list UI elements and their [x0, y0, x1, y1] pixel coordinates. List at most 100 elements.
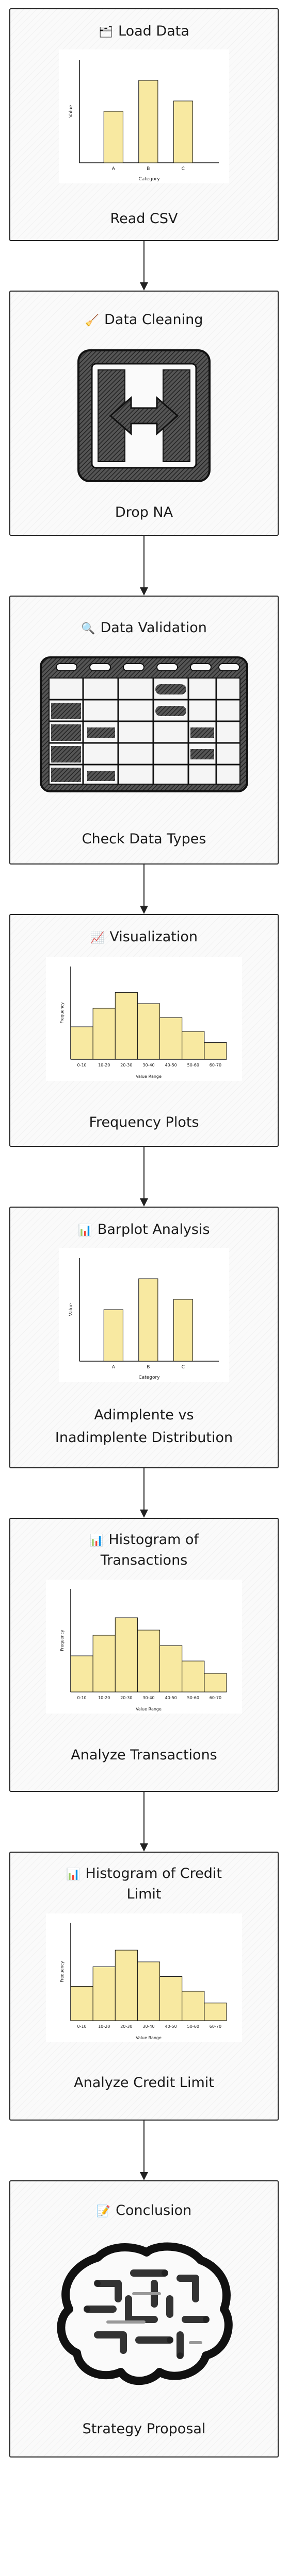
step-barplot-analysis: 📊 Barplot Analysis A B C Category Value Adimp…: [9, 1207, 279, 1468]
step-visualization: 📈 Visualization 0-10 10-20 20-30 30-40 40-50 5…: [9, 914, 279, 1147]
chart-bar: [138, 1278, 158, 1362]
x-tick-label: 0-10: [77, 1696, 86, 1700]
chart-bar: [159, 1976, 183, 2021]
bar-chart-thumbnail: A B C Category Value: [59, 1248, 229, 1382]
step-title: 🔍 Data Validation: [10, 619, 278, 638]
step-title-text: Conclusion: [116, 2202, 192, 2218]
chart-bar: [159, 1645, 183, 1692]
chart-bar: [103, 111, 123, 163]
step-title-text: Visualization: [109, 929, 198, 945]
x-tick-label: 40-50: [165, 2024, 177, 2029]
chart-bar: [92, 1635, 116, 1692]
step-label: Drop NA: [115, 504, 173, 520]
bar-chart-icon: 📊: [66, 1868, 81, 1881]
step-label: Analyze Transactions: [71, 1747, 217, 1763]
step-title: 📈 Visualization: [10, 928, 278, 947]
x-tick-label: 30-40: [142, 2024, 154, 2029]
step-histogram-transactions: 📊 Histogram of Transactions 0-10 10-20 20-3…: [9, 1518, 279, 1792]
x-tick-label: 60-70: [210, 1063, 221, 1067]
y-axis-label: Frequency: [60, 1002, 65, 1024]
step-load-data: 🗂 Load Data A B C Category Value Read CSV: [9, 8, 279, 241]
step-title-text: Load Data: [118, 23, 189, 39]
chart-bar: [70, 1026, 93, 1060]
y-axis-label: Value: [69, 105, 74, 117]
x-tick-label: 0-10: [77, 2024, 86, 2029]
bar-chart-thumbnail: A B C Category Value: [59, 49, 229, 183]
chart-bar: [115, 992, 138, 1060]
chart-bar: [137, 1961, 160, 2021]
chart-bar: [137, 1003, 160, 1060]
x-tick-label: C: [182, 166, 185, 172]
x-axis-label: Value Range: [136, 1074, 162, 1079]
x-tick-label: 40-50: [165, 1696, 177, 1700]
histogram-thumbnail: 0-10 10-20 20-30 30-40 40-50 50-60 60-70 Value …: [46, 957, 242, 1081]
x-tick-label: 60-70: [210, 2024, 221, 2029]
histogram-thumbnail: 0-10 10-20 20-30 30-40 40-50 50-60 60-70 Value …: [46, 1580, 242, 1714]
x-axis-label: Category: [138, 177, 160, 182]
chart-bar: [204, 2003, 227, 2021]
step-title-line2: Limit: [126, 1886, 162, 1902]
step-title: 🗂 Load Data: [10, 23, 278, 41]
step-label-line1: Adimplente vs: [94, 1407, 194, 1423]
x-axis-label: Value Range: [136, 1707, 162, 1711]
broom-icon: 🧹: [85, 314, 99, 327]
chart-bar: [173, 1299, 193, 1362]
step-title-line1: 📊 Histogram of: [10, 1531, 278, 1550]
x-tick-label: 10-20: [98, 2024, 110, 2029]
x-tick-label: 10-20: [98, 1063, 110, 1067]
step-title-line2: Transactions: [100, 1552, 188, 1568]
line-chart-icon: 📈: [90, 931, 105, 944]
x-tick-label: 40-50: [165, 1063, 177, 1067]
step-label: Frequency Plots: [89, 1114, 199, 1130]
step-title: 📊 Barplot Analysis: [10, 1221, 278, 1240]
x-tick-label: 60-70: [210, 1696, 221, 1700]
chart-bar: [182, 1660, 205, 1692]
x-tick-label: 30-40: [142, 1696, 154, 1700]
chart-bar: [182, 1031, 205, 1060]
chart-bar: [204, 1042, 227, 1060]
x-tick-label: 50-60: [187, 2024, 199, 2029]
x-tick-label: 20-30: [120, 1063, 132, 1067]
y-axis-label: Frequency: [60, 1961, 65, 1982]
x-tick-label: 20-30: [120, 2024, 132, 2029]
step-label: Read CSV: [110, 211, 178, 227]
chart-bar: [115, 1950, 138, 2021]
histogram-thumbnail: 0-10 10-20 20-30 30-40 40-50 50-60 60-70 Value …: [46, 1913, 242, 2042]
x-tick-label: 50-60: [187, 1696, 199, 1700]
step-title-text: Data Validation: [100, 620, 207, 636]
bar-chart-icon: 📊: [78, 1224, 92, 1237]
chart-bar: [92, 1008, 116, 1060]
x-axis-label: Value Range: [136, 2036, 162, 2040]
step-label: Strategy Proposal: [82, 2421, 206, 2437]
chart-bar: [103, 1309, 123, 1362]
x-tick-label: 20-30: [120, 1696, 132, 1700]
data-table-illustration: [36, 652, 252, 796]
y-axis-label: Value: [69, 1303, 74, 1316]
chart-bar: [204, 1673, 227, 1692]
step-title: 📝 Conclusion: [10, 2202, 278, 2221]
x-tick-label: B: [147, 1365, 150, 1370]
step-title-text: Histogram of Credit: [85, 1866, 222, 1882]
chart-bar: [115, 1617, 138, 1692]
step-label-line2: Inadimplente Distribution: [55, 1430, 233, 1446]
step-data-cleaning: 🧹 Data Cleaning Drop NA: [9, 291, 279, 536]
chart-bar: [137, 1630, 160, 1692]
step-data-validation: 🔍 Data Validation: [9, 596, 279, 865]
chart-bar: [70, 1986, 93, 2021]
chart-bar: [159, 1017, 183, 1060]
x-tick-label: A: [112, 1365, 116, 1370]
step-title-text: Barplot Analysis: [97, 1222, 210, 1238]
magnifier-icon: 🔍: [81, 622, 95, 635]
chart-bar: [92, 1967, 116, 2021]
memo-icon: 📝: [96, 2205, 111, 2218]
step-title-text: Histogram of: [108, 1532, 199, 1548]
step-title-line1: 📊 Histogram of Credit: [10, 1865, 278, 1884]
x-tick-label: C: [182, 1365, 185, 1370]
step-label: Analyze Credit Limit: [74, 2075, 214, 2091]
x-axis-label: Category: [138, 1375, 160, 1380]
step-histogram-credit-limit: 📊 Histogram of Credit Limit 0-10 10-20 20-3…: [9, 1852, 279, 2121]
chart-bar: [70, 1655, 93, 1692]
drop-na-illustration: [74, 346, 214, 485]
x-tick-label: A: [112, 166, 116, 172]
x-tick-label: 50-60: [187, 1063, 199, 1067]
